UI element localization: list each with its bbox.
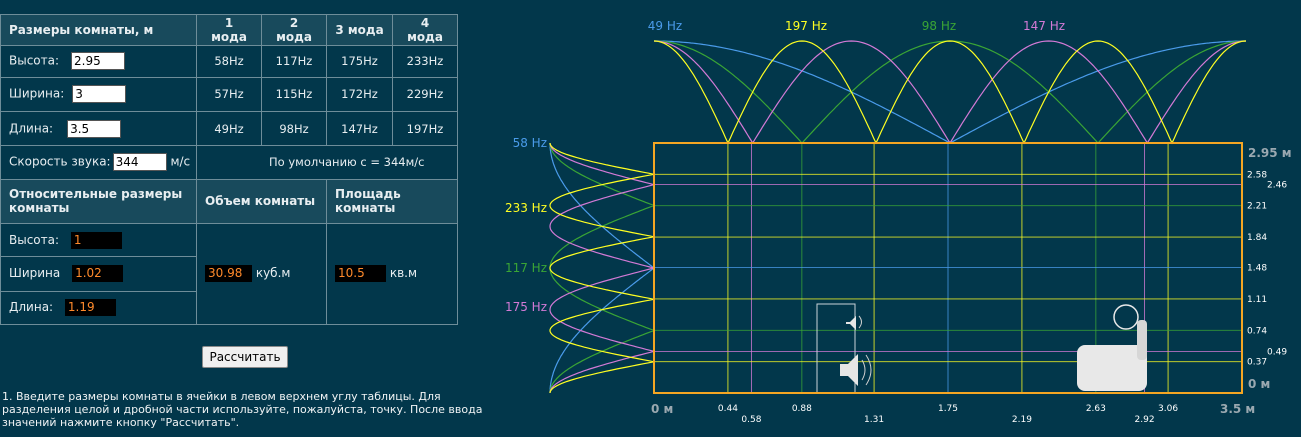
y-tick-label: 0.37 [1247,358,1267,368]
speaker-stand [816,303,856,394]
speed-cell: Скорость звука: м/с [0,145,197,180]
tweeter-icon [846,316,856,330]
x-tick-label: 1.75 [938,404,958,414]
x-tick-label: 0.58 [741,415,761,425]
armchair-back-icon [1137,320,1147,360]
instruction-text: 1. Введите размеры комнаты в ячейки в ле… [2,390,483,429]
y-tick-label: 2.58 [1247,170,1267,180]
x-tick-label: 2.92 [1135,415,1155,425]
y-tick-label: 0.74 [1247,326,1267,336]
height-input[interactable] [71,52,126,71]
length-input[interactable] [67,119,122,138]
mode-4-header: 4 мода [392,13,458,47]
relative-width-label: Ширина [9,266,61,281]
side-freq-label: 117 Hz [505,261,547,275]
width-mode-3: 172Hz [326,76,393,112]
x-zero-label: 0 м [651,402,673,416]
height-mode-3-wave [549,142,655,394]
top-freq-label: 98 Hz [922,19,956,33]
relative-length-label: Длина: [9,300,54,315]
top-freq-label: 49 Hz [648,19,682,33]
height-mode-1: 58Hz [196,45,262,78]
x-tick-label: 2.19 [1012,415,1032,425]
x-tick-label: 2.63 [1086,404,1106,414]
area-value: 10.5 [335,265,386,283]
speaker-icon [840,354,858,386]
area-unit: кв.м [389,266,418,281]
armchair-seat-icon [1077,345,1147,391]
length-mode-4: 197Hz [392,110,458,147]
length-label: 3.5 м [1220,402,1255,416]
dims-header: Размеры комнаты, м [0,13,197,47]
speed-label: Скорость звука: [9,154,111,169]
length-row: Длина: 49Hz 98Hz 147Hz 197Hz [0,110,458,147]
speaker-wave-icon [861,354,872,386]
height-mode-2: 117Hz [261,45,327,78]
top-freq-label: 147 Hz [1023,19,1065,33]
relative-header: Относительные размеры комнаты [0,178,197,224]
relative-width-value: 1.02 [72,265,124,283]
relative-height-label: Высота: [9,232,60,247]
side-freq-label: 58 Hz [513,136,547,150]
y-tick-label: 1.48 [1247,264,1267,274]
x-tick-label: 3.06 [1158,404,1178,414]
width-row: Ширина: 57Hz 115Hz 172Hz 229Hz [0,76,458,112]
calculate-button[interactable]: Рассчитать [202,346,288,368]
relative-height-value: 1 [70,231,122,249]
width-mode-4: 229Hz [392,76,458,112]
x-tick-label: 1.31 [864,415,884,425]
length-mode-1: 49Hz [196,110,262,147]
height-mode-3: 175Hz [326,45,393,78]
y-zero-label: 0 м [1248,377,1270,391]
x-tick-label: 0.44 [718,404,738,414]
length-mode-4-wave [653,40,1247,145]
relative-length-value: 1.19 [64,299,116,317]
mode-3-header: 3 мода [326,13,393,47]
room-frame [653,142,1243,394]
volume-value: 30.98 [205,265,252,283]
length-mode-3-wave [653,40,1247,145]
listener-head-icon [1113,304,1139,330]
height-mode-4: 233Hz [392,45,458,78]
y-tick-label: 2.21 [1247,202,1267,212]
room-calculator-table: Размеры комнаты, м 1 мода 2 мода 3 мода … [0,13,458,326]
volume-unit: куб.м [255,266,291,281]
y-tick-label: 1.11 [1247,295,1267,305]
y-tick-label: 0.49 [1267,347,1287,357]
top-freq-label: 197 Hz [785,19,827,33]
speed-unit: м/с [170,154,191,169]
x-tick-label: 0.88 [792,404,812,414]
length-label: Длина: [9,121,54,136]
area-header: Площадь комнаты [326,178,458,224]
tweeter-wave-icon [858,315,862,329]
width-label: Ширина: [9,86,65,101]
height-label: 2.95 м [1248,146,1292,160]
height-mode-4-wave [549,142,655,394]
side-freq-label: 233 Hz [505,201,547,215]
volume-header: Объем комнаты [196,178,327,224]
y-tick-label: 1.84 [1247,233,1267,243]
height-label: Высота: [9,53,60,68]
side-freq-label: 175 Hz [505,300,547,314]
y-tick-label: 2.46 [1267,181,1287,191]
width-input[interactable] [72,85,127,104]
speed-input[interactable] [112,153,167,172]
